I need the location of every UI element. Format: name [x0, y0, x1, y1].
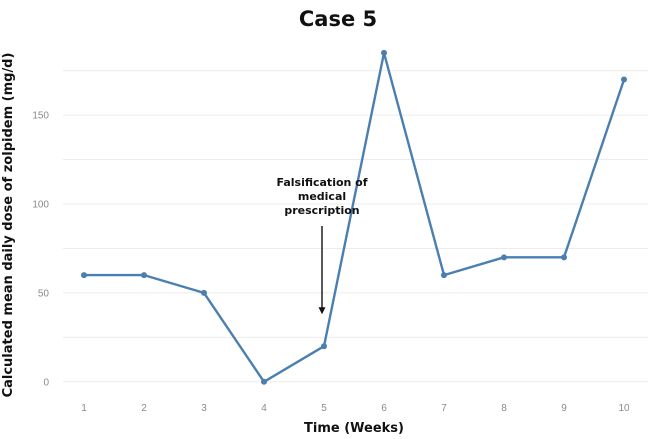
x-tick-label: 2	[141, 403, 147, 414]
data-point	[81, 272, 87, 279]
data-point	[261, 378, 267, 385]
data-point	[621, 76, 627, 83]
y-axis-title: Calculated mean daily dose of zolpidem (…	[1, 53, 16, 398]
data-point	[441, 272, 447, 279]
annotation-arrow-head	[318, 307, 326, 315]
data-point	[201, 289, 207, 296]
x-tick-label: 7	[441, 403, 447, 414]
y-axis-ticks: 0 50 100 150	[32, 111, 49, 389]
data-point	[381, 49, 387, 56]
annotation-text-line: medical	[298, 190, 346, 203]
series-line-path	[84, 51, 626, 383]
x-axis-title: Time (Weeks)	[304, 421, 404, 436]
x-tick-label: 5	[321, 403, 327, 414]
data-point	[141, 272, 147, 279]
x-tick-label: 1	[81, 403, 87, 414]
x-tick-label: 6	[381, 403, 387, 414]
series-line	[84, 51, 626, 383]
annotation-text-line: Falsification of	[276, 176, 367, 189]
x-tick-label: 4	[261, 403, 267, 414]
data-point	[501, 254, 507, 261]
y-tick-label: 150	[32, 111, 49, 122]
x-tick-label: 9	[561, 403, 567, 414]
x-tick-label: 10	[618, 403, 630, 414]
y-tick-label: 0	[43, 377, 49, 388]
annotation-text-line: prescription	[284, 204, 359, 217]
chart-title: Case 5	[299, 7, 377, 31]
x-axis-ticks: 1 2 3 4 5 6 7 8 9 10	[81, 403, 630, 414]
y-tick-label: 50	[38, 288, 50, 299]
y-tick-label: 100	[32, 200, 49, 211]
data-point	[321, 343, 327, 350]
data-point	[561, 254, 567, 261]
series-points	[81, 49, 627, 385]
x-tick-label: 8	[501, 403, 507, 414]
grid-lines	[63, 70, 648, 383]
x-tick-label: 3	[201, 403, 207, 414]
